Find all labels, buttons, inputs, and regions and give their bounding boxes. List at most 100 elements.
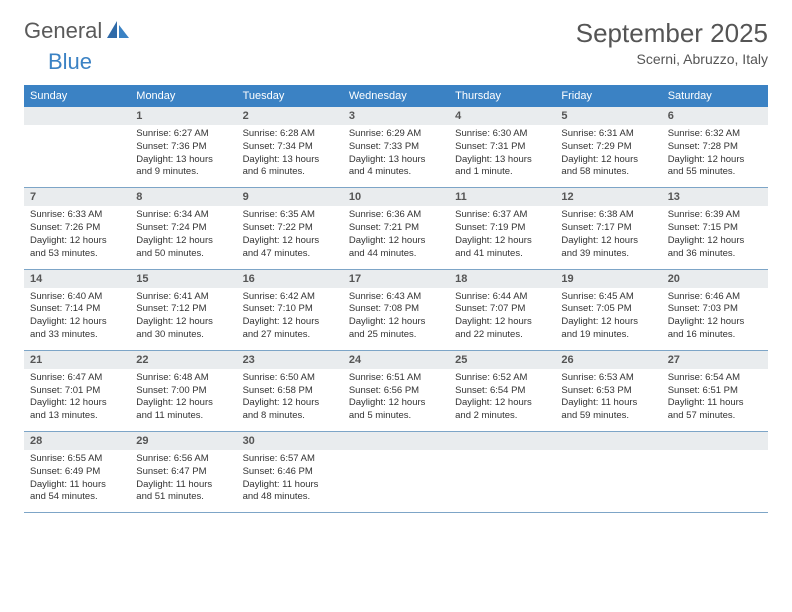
daylight-text: Daylight: 12 hours and 2 minutes.: [455, 397, 549, 423]
daylight-text: Daylight: 12 hours and 11 minutes.: [136, 397, 230, 423]
sail-icon: [107, 21, 129, 42]
brand-logo: General: [24, 18, 132, 44]
daylight-text: Daylight: 12 hours and 30 minutes.: [136, 316, 230, 342]
day-number: [24, 107, 130, 125]
weekday-header: Saturday: [662, 85, 768, 107]
daylight-text: Daylight: 13 hours and 6 minutes.: [243, 154, 337, 180]
sunrise-text: Sunrise: 6:57 AM: [243, 453, 337, 466]
day-info: [662, 450, 768, 506]
day-info: Sunrise: 6:42 AMSunset: 7:10 PMDaylight:…: [237, 288, 343, 350]
sunset-text: Sunset: 7:28 PM: [668, 141, 762, 154]
day-number: 1: [130, 107, 236, 125]
sunrise-text: Sunrise: 6:38 AM: [561, 209, 655, 222]
calendar-week-row: 1 Sunrise: 6:27 AMSunset: 7:36 PM Daylight…: [24, 107, 768, 188]
day-info: Sunrise: 6:32 AMSunset: 7:28 PMDaylight:…: [662, 125, 768, 187]
day-number: 2: [237, 107, 343, 125]
sunrise-text: Sunrise: 6:45 AM: [561, 291, 655, 304]
day-info: [24, 125, 130, 181]
weekday-header: Wednesday: [343, 85, 449, 107]
calendar-day-cell: 26Sunrise: 6:53 AMSunset: 6:53 PMDayligh…: [555, 350, 661, 431]
calendar-day-cell: 21Sunrise: 6:47 AMSunset: 7:01 PMDayligh…: [24, 350, 130, 431]
daylight-text: Daylight: 12 hours and 36 minutes.: [668, 235, 762, 261]
sunset-text: Sunset: 7:24 PM: [136, 222, 230, 235]
day-info: Sunrise: 6:47 AMSunset: 7:01 PMDaylight:…: [24, 369, 130, 431]
day-number: 24: [343, 351, 449, 369]
day-info: Sunrise: 6:37 AMSunset: 7:19 PMDaylight:…: [449, 206, 555, 268]
sunset-text: Sunset: 7:22 PM: [243, 222, 337, 235]
calendar-day-cell: 27Sunrise: 6:54 AMSunset: 6:51 PMDayligh…: [662, 350, 768, 431]
sunset-text: Sunset: 7:03 PM: [668, 303, 762, 316]
day-info: Sunrise: 6:53 AMSunset: 6:53 PMDaylight:…: [555, 369, 661, 431]
calendar-day-cell: 30Sunrise: 6:57 AMSunset: 6:46 PMDayligh…: [237, 432, 343, 513]
day-number: 28: [24, 432, 130, 450]
day-number: 13: [662, 188, 768, 206]
brand-name-1: General: [24, 18, 102, 44]
calendar-day-cell: 8Sunrise: 6:34 AMSunset: 7:24 PMDaylight…: [130, 188, 236, 269]
sunset-text: Sunset: 7:36 PM: [136, 141, 230, 154]
sunrise-text: Sunrise: 6:34 AM: [136, 209, 230, 222]
daylight-text: Daylight: 12 hours and 53 minutes.: [30, 235, 124, 261]
day-number: 5: [555, 107, 661, 125]
sunset-text: Sunset: 7:29 PM: [561, 141, 655, 154]
day-number: 17: [343, 270, 449, 288]
sunrise-text: Sunrise: 6:29 AM: [349, 128, 443, 141]
calendar-day-cell: 23Sunrise: 6:50 AMSunset: 6:58 PMDayligh…: [237, 350, 343, 431]
daylight-text: Daylight: 12 hours and 58 minutes.: [561, 154, 655, 180]
day-info: Sunrise: 6:38 AMSunset: 7:17 PMDaylight:…: [555, 206, 661, 268]
daylight-text: Daylight: 12 hours and 16 minutes.: [668, 316, 762, 342]
sunset-text: Sunset: 6:54 PM: [455, 385, 549, 398]
calendar-day-cell: 17Sunrise: 6:43 AMSunset: 7:08 PMDayligh…: [343, 269, 449, 350]
sunrise-text: Sunrise: 6:54 AM: [668, 372, 762, 385]
month-title: September 2025: [576, 18, 768, 49]
daylight-text: Daylight: 12 hours and 33 minutes.: [30, 316, 124, 342]
calendar-day-cell: 25Sunrise: 6:52 AMSunset: 6:54 PMDayligh…: [449, 350, 555, 431]
sunset-text: Sunset: 7:31 PM: [455, 141, 549, 154]
calendar-day-cell: 9Sunrise: 6:35 AMSunset: 7:22 PMDaylight…: [237, 188, 343, 269]
day-number: 8: [130, 188, 236, 206]
day-info: Sunrise: 6:31 AMSunset: 7:29 PMDaylight:…: [555, 125, 661, 187]
day-number: 22: [130, 351, 236, 369]
sunrise-text: Sunrise: 6:56 AM: [136, 453, 230, 466]
daylight-text: Daylight: 12 hours and 5 minutes.: [349, 397, 443, 423]
daylight-text: Daylight: 12 hours and 22 minutes.: [455, 316, 549, 342]
sunrise-text: Sunrise: 6:33 AM: [30, 209, 124, 222]
day-info: Sunrise: 6:54 AMSunset: 6:51 PMDaylight:…: [662, 369, 768, 431]
sunrise-text: Sunrise: 6:27 AM: [136, 128, 230, 141]
day-info: Sunrise: 6:30 AMSunset: 7:31 PMDaylight:…: [449, 125, 555, 187]
sunset-text: Sunset: 7:33 PM: [349, 141, 443, 154]
day-number: 23: [237, 351, 343, 369]
weekday-header: Monday: [130, 85, 236, 107]
calendar-day-cell: 18Sunrise: 6:44 AMSunset: 7:07 PMDayligh…: [449, 269, 555, 350]
calendar-day-cell: 6Sunrise: 6:32 AMSunset: 7:28 PMDaylight…: [662, 107, 768, 188]
calendar-week-row: 28Sunrise: 6:55 AMSunset: 6:49 PMDayligh…: [24, 432, 768, 513]
day-info: Sunrise: 6:46 AMSunset: 7:03 PMDaylight:…: [662, 288, 768, 350]
daylight-text: Daylight: 11 hours and 57 minutes.: [668, 397, 762, 423]
calendar-day-cell: [555, 432, 661, 513]
day-number: 15: [130, 270, 236, 288]
daylight-text: Daylight: 12 hours and 13 minutes.: [30, 397, 124, 423]
sunset-text: Sunset: 7:07 PM: [455, 303, 549, 316]
sunset-text: Sunset: 6:58 PM: [243, 385, 337, 398]
day-number: [555, 432, 661, 450]
day-number: 27: [662, 351, 768, 369]
daylight-text: Daylight: 12 hours and 8 minutes.: [243, 397, 337, 423]
sunrise-text: Sunrise: 6:39 AM: [668, 209, 762, 222]
day-number: 26: [555, 351, 661, 369]
calendar-day-cell: 13Sunrise: 6:39 AMSunset: 7:15 PMDayligh…: [662, 188, 768, 269]
daylight-text: Daylight: 12 hours and 55 minutes.: [668, 154, 762, 180]
day-number: 9: [237, 188, 343, 206]
calendar-day-cell: 16Sunrise: 6:42 AMSunset: 7:10 PMDayligh…: [237, 269, 343, 350]
day-info: [343, 450, 449, 506]
day-info: Sunrise: 6:40 AMSunset: 7:14 PMDaylight:…: [24, 288, 130, 350]
sunrise-text: Sunrise: 6:31 AM: [561, 128, 655, 141]
calendar-day-cell: 2Sunrise: 6:28 AMSunset: 7:34 PMDaylight…: [237, 107, 343, 188]
sunrise-text: Sunrise: 6:51 AM: [349, 372, 443, 385]
brand-name-2: Blue: [48, 49, 92, 75]
sunset-text: Sunset: 7:01 PM: [30, 385, 124, 398]
sunrise-text: Sunrise: 6:46 AM: [668, 291, 762, 304]
day-info: Sunrise: 6:52 AMSunset: 6:54 PMDaylight:…: [449, 369, 555, 431]
sunset-text: Sunset: 7:00 PM: [136, 385, 230, 398]
day-info: Sunrise: 6:35 AMSunset: 7:22 PMDaylight:…: [237, 206, 343, 268]
sunset-text: Sunset: 7:34 PM: [243, 141, 337, 154]
calendar-day-cell: 4Sunrise: 6:30 AMSunset: 7:31 PMDaylight…: [449, 107, 555, 188]
